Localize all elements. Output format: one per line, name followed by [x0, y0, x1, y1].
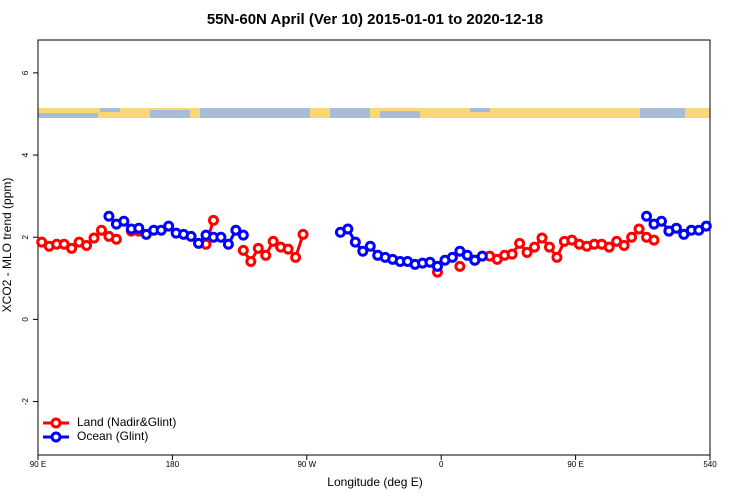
- point: [230, 224, 242, 236]
- point: [245, 255, 257, 267]
- point: [252, 242, 264, 254]
- y-tick-label: 0: [21, 317, 30, 322]
- point: [81, 239, 93, 251]
- point: [66, 242, 78, 254]
- point: [110, 233, 122, 245]
- point: [297, 228, 309, 240]
- point: [349, 236, 361, 248]
- point: [543, 241, 555, 253]
- point: [95, 224, 107, 236]
- x-tick-label: 90 E: [567, 460, 583, 469]
- point: [670, 222, 682, 234]
- x-tick-label: 90 E: [30, 460, 46, 469]
- legend-marker: [50, 431, 62, 443]
- chart-title: 55N-60N April (Ver 10) 2015-01-01 to 202…: [207, 11, 543, 28]
- plot-frame: [37, 39, 711, 456]
- point: [290, 251, 302, 263]
- point: [163, 220, 175, 232]
- legend-label: Ocean (Glint): [77, 429, 148, 443]
- point: [103, 210, 115, 222]
- point: [118, 215, 130, 227]
- point: [618, 239, 630, 251]
- legend-marker: [50, 417, 62, 429]
- point: [461, 249, 473, 261]
- point: [260, 249, 272, 261]
- point: [237, 229, 249, 241]
- point: [357, 245, 369, 257]
- point: [446, 251, 458, 263]
- point: [551, 251, 563, 263]
- point: [237, 244, 249, 256]
- point: [222, 238, 234, 250]
- point: [88, 232, 100, 244]
- point: [215, 231, 227, 243]
- point: [267, 235, 279, 247]
- point: [364, 240, 376, 252]
- point: [655, 215, 667, 227]
- point: [282, 243, 294, 255]
- point: [641, 210, 653, 222]
- point: [633, 223, 645, 235]
- point: [521, 246, 533, 258]
- map-strip: [38, 108, 710, 118]
- y-axis-label: XCO2 - MLO trend (ppm): [0, 178, 14, 313]
- point: [133, 222, 145, 234]
- x-tick-label: 0: [439, 460, 444, 469]
- legend-label: Land (Nadir&Glint): [77, 415, 176, 429]
- y-tick-label: -2: [21, 397, 30, 405]
- point: [648, 234, 660, 246]
- point: [185, 230, 197, 242]
- point: [626, 231, 638, 243]
- point: [506, 248, 518, 260]
- x-axis-label: Longitude (deg E): [327, 475, 422, 489]
- x-tick-label: 90 W: [297, 460, 316, 469]
- point: [536, 232, 548, 244]
- point: [454, 260, 466, 272]
- point: [193, 237, 205, 249]
- y-tick-label: 4: [21, 152, 30, 157]
- point: [529, 241, 541, 253]
- point: [603, 241, 615, 253]
- y-tick-label: 2: [21, 234, 30, 239]
- point: [207, 214, 219, 226]
- point: [514, 237, 526, 249]
- point: [431, 260, 443, 272]
- y-tick-label: 6: [21, 70, 30, 75]
- x-tick-label: 540: [703, 460, 717, 469]
- point: [342, 223, 354, 235]
- x-tick-label: 180: [166, 460, 180, 469]
- point: [700, 220, 712, 232]
- point: [476, 250, 488, 262]
